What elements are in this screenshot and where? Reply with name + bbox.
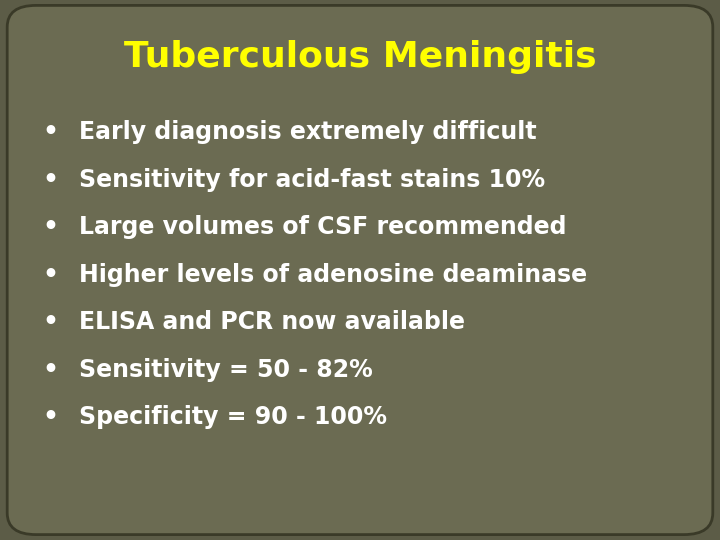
Text: •: • (42, 358, 58, 382)
Text: •: • (42, 120, 58, 144)
Text: •: • (42, 168, 58, 192)
Text: Early diagnosis extremely difficult: Early diagnosis extremely difficult (79, 120, 537, 144)
Text: Large volumes of CSF recommended: Large volumes of CSF recommended (79, 215, 567, 239)
Text: Higher levels of adenosine deaminase: Higher levels of adenosine deaminase (79, 263, 588, 287)
Text: ELISA and PCR now available: ELISA and PCR now available (79, 310, 465, 334)
Text: •: • (42, 406, 58, 429)
FancyBboxPatch shape (7, 5, 713, 535)
Text: •: • (42, 263, 58, 287)
Text: Tuberculous Meningitis: Tuberculous Meningitis (124, 40, 596, 73)
Text: Specificity = 90 - 100%: Specificity = 90 - 100% (79, 406, 387, 429)
Text: •: • (42, 215, 58, 239)
Text: Sensitivity for acid-fast stains 10%: Sensitivity for acid-fast stains 10% (79, 168, 545, 192)
Text: •: • (42, 310, 58, 334)
Text: Sensitivity = 50 - 82%: Sensitivity = 50 - 82% (79, 358, 373, 382)
